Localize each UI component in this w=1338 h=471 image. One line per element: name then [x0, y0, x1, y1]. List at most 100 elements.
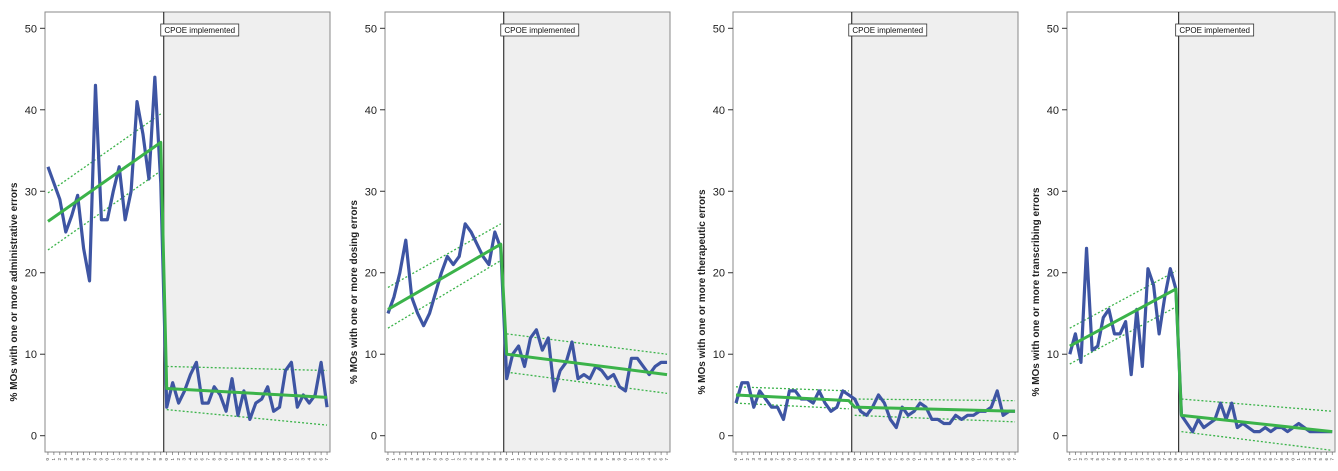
x-tick-label: 6 — [318, 458, 323, 461]
x-tick-label: 4 — [1257, 458, 1262, 461]
x-tick-label: 7 — [1274, 458, 1279, 461]
x-tick-label: 9 — [905, 458, 910, 461]
x-tick-label: 8 — [1112, 458, 1117, 461]
x-tick-label: 0 — [1234, 458, 1239, 461]
x-tick-label: 7 — [427, 458, 432, 461]
y-tick-label: 30 — [1047, 186, 1059, 198]
x-tick-label: 0 — [563, 458, 568, 461]
x-tick-label: 7 — [1162, 458, 1167, 461]
y-tick-label: 50 — [365, 23, 377, 35]
y-tick-label: 20 — [713, 268, 725, 280]
y-tick-label: 0 — [719, 431, 725, 443]
x-tick-label: 7 — [265, 458, 270, 461]
x-tick-label: 2 — [804, 458, 809, 461]
x-tick-label: 2 — [745, 458, 750, 461]
x-tick-label: 4 — [816, 458, 821, 461]
x-tick-label: 9 — [1117, 458, 1122, 461]
plot-area-post — [852, 12, 1018, 452]
x-tick-label: 2 — [176, 458, 181, 461]
x-tick-label: 6 — [140, 458, 145, 461]
y-tick-label: 10 — [365, 349, 377, 361]
x-tick-label: 0 — [45, 458, 50, 461]
x-tick-label: 9 — [439, 458, 444, 461]
x-tick-label: 6 — [1324, 458, 1329, 461]
x-tick-label: 1 — [798, 458, 803, 461]
x-tick-label: 2 — [116, 458, 121, 461]
x-tick-label: 4 — [247, 458, 252, 461]
x-tick-label: 9 — [277, 458, 282, 461]
x-tick-label: 1 — [510, 458, 515, 461]
x-tick-label: 5 — [593, 458, 598, 461]
x-tick-label: 8 — [93, 458, 98, 461]
x-tick-label: 3 — [1307, 458, 1312, 461]
x-tick-label: 3 — [403, 458, 408, 461]
y-tick-label: 0 — [1053, 431, 1059, 443]
x-tick-label: 3 — [870, 458, 875, 461]
y-tick-label: 30 — [25, 186, 37, 198]
x-tick-label: 4 — [646, 458, 651, 461]
x-tick-label: 5 — [474, 458, 479, 461]
x-tick-label: 2 — [1301, 458, 1306, 461]
x-tick-label: 2 — [864, 458, 869, 461]
x-tick-label: 0 — [733, 458, 738, 461]
x-tick-label: 5 — [1262, 458, 1267, 461]
x-tick-label: 5 — [253, 458, 258, 461]
x-tick-label: 2 — [235, 458, 240, 461]
x-tick-label: 0 — [852, 458, 857, 461]
x-tick-label: 6 — [1268, 458, 1273, 461]
x-tick-label: 5 — [194, 458, 199, 461]
x-tick-label: 4 — [1145, 458, 1150, 461]
x-tick-label: 1 — [289, 458, 294, 461]
x-tick-label: 8 — [781, 458, 786, 461]
x-tick-label: 7 — [87, 458, 92, 461]
x-tick-label: 5 — [534, 458, 539, 461]
plot-area-post — [1179, 12, 1335, 452]
x-tick-label: 9 — [1173, 458, 1178, 461]
x-tick-label: 9 — [99, 458, 104, 461]
y-tick-label: 30 — [713, 186, 725, 198]
x-tick-label: 3 — [182, 458, 187, 461]
x-tick-label: 4 — [69, 458, 74, 461]
x-tick-label: 1 — [1073, 458, 1078, 461]
x-tick-label: 8 — [492, 458, 497, 461]
x-tick-label: 9 — [787, 458, 792, 461]
x-tick-label: 4 — [409, 458, 414, 461]
x-tick-label: 1 — [629, 458, 634, 461]
x-tick-label: 2 — [456, 458, 461, 461]
plot-area-pre — [45, 12, 164, 452]
x-tick-label: 3 — [581, 458, 586, 461]
x-tick-label: 5 — [652, 458, 657, 461]
x-tick-label: 0 — [164, 458, 169, 461]
x-tick-label: 4 — [757, 458, 762, 461]
x-tick-label: 4 — [128, 458, 133, 461]
x-tick-label: 8 — [1279, 458, 1284, 461]
y-axis-label: % MOs with one or more transcribing erro… — [1031, 187, 1042, 396]
x-tick-label: 6 — [769, 458, 774, 461]
x-tick-label: 3 — [1195, 458, 1200, 461]
x-tick-label: 7 — [486, 458, 491, 461]
x-tick-label: 4 — [306, 458, 311, 461]
plot-area-pre — [1067, 12, 1179, 452]
x-tick-label: 0 — [793, 458, 798, 461]
x-tick-label: 2 — [575, 458, 580, 461]
x-tick-label: 0 — [1067, 458, 1072, 461]
y-axis-label: % MOs with one or more dosing errors — [349, 200, 360, 384]
x-tick-label: 1 — [858, 458, 863, 461]
plot-area-pre — [733, 12, 852, 452]
x-tick-label: 5 — [882, 458, 887, 461]
x-tick-label: 2 — [635, 458, 640, 461]
y-tick-label: 50 — [713, 23, 725, 35]
x-tick-label: 8 — [433, 458, 438, 461]
x-tick-label: 6 — [828, 458, 833, 461]
x-tick-label: 2 — [1190, 458, 1195, 461]
x-tick-label: 1 — [391, 458, 396, 461]
x-tick-label: 4 — [1313, 458, 1318, 461]
x-tick-label: 2 — [923, 458, 928, 461]
x-tick-label: 3 — [241, 458, 246, 461]
x-tick-label: 4 — [528, 458, 533, 461]
annotation-label: CPOE implemented — [852, 26, 923, 35]
x-tick-label: 2 — [295, 458, 300, 461]
x-tick-label: 7 — [953, 458, 958, 461]
